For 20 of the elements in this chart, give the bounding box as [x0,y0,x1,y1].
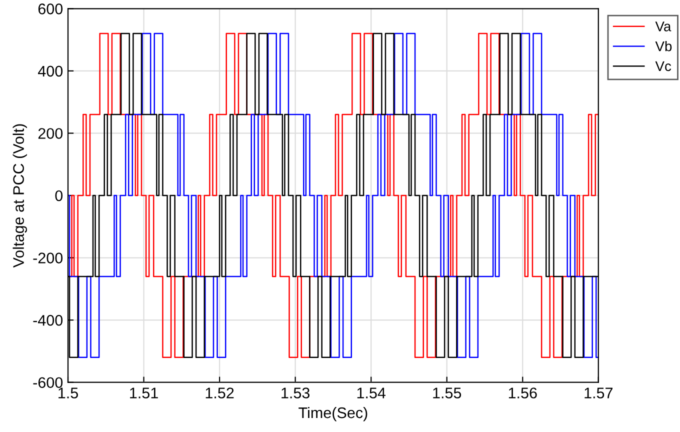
x-tick-label: 1.53 [282,388,310,398]
legend-label: Vc [655,61,672,72]
x-tick-label: 1.54 [357,388,386,398]
x-tick-label: 1.51 [130,388,158,398]
y-tick-label: 600 [38,4,63,14]
x-tick-label: 1.57 [584,388,612,398]
y-tick-label: -600 [33,377,63,388]
x-tick-label: 1.56 [508,388,537,398]
legend-label: Vb [655,41,672,52]
y-tick-label: 400 [38,66,63,77]
x-tick-label: 1.5 [58,388,78,398]
y-axis-title: Voltage at PCC (Volt) [12,124,28,268]
y-tick-label: 0 [55,190,63,202]
x-axis-title: Time(Sec) [298,406,368,422]
y-tick-label: -400 [33,314,63,326]
x-tick-label: 1.55 [433,388,462,398]
legend-label: Va [655,22,672,32]
x-tick-label: 1.52 [206,388,234,398]
y-tick-label: -200 [33,252,63,264]
y-tick-label: 200 [38,128,63,139]
